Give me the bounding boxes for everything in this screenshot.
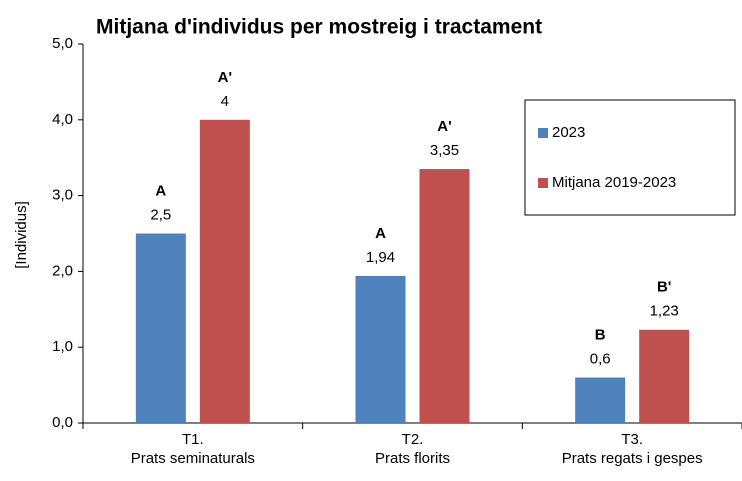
significance-letter: B	[595, 326, 606, 343]
y-tick-label: 4,0	[52, 111, 73, 128]
value-label: 1,94	[366, 249, 395, 266]
chart-title: Mitjana d'individus per mostreig i tract…	[96, 16, 542, 39]
value-label: 4	[221, 93, 229, 110]
value-label: 1,23	[650, 303, 679, 320]
y-tick-label: 2,0	[52, 262, 73, 279]
value-label: 2,5	[150, 206, 171, 223]
y-tick-label: 3,0	[52, 187, 73, 204]
bar	[639, 329, 690, 423]
value-label: 3,35	[430, 142, 459, 159]
legend-label: Mitjana 2019-2023	[552, 174, 676, 191]
value-label: 0,6	[590, 350, 611, 367]
legend-swatch	[538, 178, 548, 188]
significance-letter: A	[155, 182, 166, 199]
significance-letter: B'	[657, 279, 671, 296]
bar	[355, 275, 406, 423]
legend-box	[524, 99, 736, 216]
y-tick-label: 1,0	[52, 338, 73, 355]
significance-letter: A'	[437, 118, 451, 135]
x-tick-label: T2. Prats florits	[375, 431, 450, 467]
y-axis-label: [Individus]	[13, 201, 30, 269]
y-tick-label: 0,0	[52, 414, 73, 431]
y-tick-label: 5,0	[52, 35, 73, 52]
significance-letter: A	[375, 225, 386, 242]
bar	[575, 377, 626, 423]
x-tick-label: T1. Prats seminaturals	[131, 431, 255, 467]
legend-swatch	[538, 128, 548, 138]
legend-label: 2023	[552, 124, 585, 141]
bar	[419, 169, 470, 423]
bar	[135, 233, 186, 423]
significance-letter: A'	[218, 69, 232, 86]
x-tick-label: T3. Prats regats i gespes	[562, 431, 703, 467]
bar	[199, 119, 250, 424]
